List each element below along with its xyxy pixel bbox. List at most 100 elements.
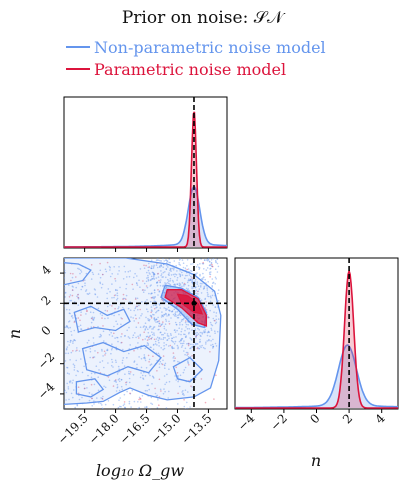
nonparam-sample-point xyxy=(160,265,163,267)
nonparam-sample-point xyxy=(173,347,175,350)
nonparam-sample-point xyxy=(120,378,123,381)
nonparam-sample-point xyxy=(159,266,161,269)
param-sample-point xyxy=(187,344,190,347)
n-marginal-plot xyxy=(235,258,399,409)
param-sample-point xyxy=(183,282,186,285)
nonparam-sample-point xyxy=(215,345,218,347)
nonparam-sample-point xyxy=(138,396,141,399)
nonparam-sample-point xyxy=(198,288,201,290)
nonparam-sample-point xyxy=(194,290,197,293)
nonparam-sample-point xyxy=(158,303,160,305)
nonparam-sample-point xyxy=(67,327,70,329)
nonparam-sample-point xyxy=(153,265,155,268)
nonparam-sample-point xyxy=(163,347,166,350)
nonparam-sample-point xyxy=(194,287,197,289)
nonparam-sample-point xyxy=(195,336,197,339)
nonparam-sample-point xyxy=(134,314,137,317)
nonparam-sample-point xyxy=(168,390,170,393)
nonparam-sample-point xyxy=(65,352,67,355)
nonparam-sample-point xyxy=(177,314,179,317)
nonparam-sample-point xyxy=(179,270,181,272)
nonparam-sample-point xyxy=(181,274,184,276)
nonparam-sample-point xyxy=(81,371,84,374)
nonparam-sample-point xyxy=(189,278,192,281)
nonparam-sample-point xyxy=(134,332,136,334)
nonparam-sample-point xyxy=(178,259,181,261)
nonparam-sample-point xyxy=(147,276,149,279)
nonparam-sample-point xyxy=(150,306,153,308)
nonparam-sample-point xyxy=(171,310,173,313)
param-sample-point xyxy=(162,321,164,323)
nonparam-sample-point xyxy=(154,296,156,299)
nonparam-sample-point xyxy=(149,273,151,275)
nonparam-sample-point xyxy=(143,282,146,285)
nonparam-sample-point xyxy=(210,329,213,331)
nonparam-sample-point xyxy=(200,346,202,349)
nonparam-sample-point xyxy=(184,321,187,324)
param-sample-point xyxy=(205,301,207,303)
nonparam-sample-point xyxy=(176,329,178,332)
nonparam-sample-point xyxy=(153,300,155,303)
nonparam-sample-point xyxy=(204,297,207,300)
nonparam-sample-point xyxy=(76,295,78,298)
nonparam-sample-point xyxy=(157,273,159,275)
nonparam-sample-point xyxy=(176,279,178,281)
param-sample-point xyxy=(191,355,193,357)
nonparam-sample-point xyxy=(109,269,111,271)
param-sample-point xyxy=(154,387,156,390)
nonparam-sample-point xyxy=(168,309,171,312)
nonparam-sample-point xyxy=(186,265,188,267)
nonparam-sample-point xyxy=(154,392,157,395)
joint-nonparam-inner-contour xyxy=(64,262,92,286)
nonparam-sample-point xyxy=(160,274,162,277)
nonparam-sample-point xyxy=(165,381,168,384)
nonparam-sample-point xyxy=(147,310,149,313)
nonparam-sample-point xyxy=(155,264,158,266)
nonparam-sample-point xyxy=(150,284,152,286)
nonparam-sample-point xyxy=(206,331,209,334)
nonparam-sample-point xyxy=(101,360,104,362)
nonparam-sample-point xyxy=(190,343,192,346)
nonparam-sample-point xyxy=(162,285,164,288)
param-sample-point xyxy=(106,261,109,264)
nonparam-sample-point xyxy=(166,282,169,284)
joint-ytick-label: 2 xyxy=(39,293,54,308)
nonparam-sample-point xyxy=(181,391,183,393)
nonparam-sample-point xyxy=(66,366,68,369)
nonparam-sample-point xyxy=(118,313,120,316)
nonparam-sample-point xyxy=(190,338,192,340)
nonparam-sample-point xyxy=(165,268,168,270)
nonparam-sample-point xyxy=(120,342,122,344)
nonparam-sample-point xyxy=(132,336,134,339)
nonparam-sample-point xyxy=(92,319,95,321)
joint-xtick-label: −15.0 xyxy=(148,411,184,447)
nonparam-sample-point xyxy=(124,335,126,337)
joint-xtick-label: −18.0 xyxy=(86,411,122,447)
nonparam-sample-point xyxy=(172,273,175,276)
nonparam-sample-point xyxy=(89,348,91,350)
param-sample-point xyxy=(71,294,74,297)
nonparam-sample-point xyxy=(93,383,96,386)
nonparam-sample-point xyxy=(204,298,206,301)
nonparam-sample-point xyxy=(153,272,155,275)
nonparam-sample-point xyxy=(146,335,149,338)
nonparam-sample-point xyxy=(198,267,201,269)
nonparam-sample-point xyxy=(177,403,179,405)
nonparam-sample-point xyxy=(126,357,128,359)
param-sample-point xyxy=(90,264,93,266)
nonparam-sample-point xyxy=(113,380,116,382)
nonparam-sample-point xyxy=(149,346,152,349)
nonparam-sample-point xyxy=(68,321,70,323)
param-sample-point xyxy=(172,352,175,354)
nonparam-sample-point xyxy=(152,326,155,329)
nonparam-sample-point xyxy=(91,405,93,407)
param-sample-point xyxy=(102,325,104,327)
nonparam-sample-point xyxy=(197,293,199,295)
nonparam-sample-point xyxy=(157,309,160,312)
nonparam-sample-point xyxy=(150,363,153,366)
nonparam-sample-point xyxy=(152,271,154,274)
nonparam-sample-point xyxy=(74,339,77,342)
nonparam-sample-point xyxy=(69,326,71,329)
nonparam-sample-point xyxy=(76,370,79,372)
nonparam-sample-point xyxy=(134,272,136,275)
